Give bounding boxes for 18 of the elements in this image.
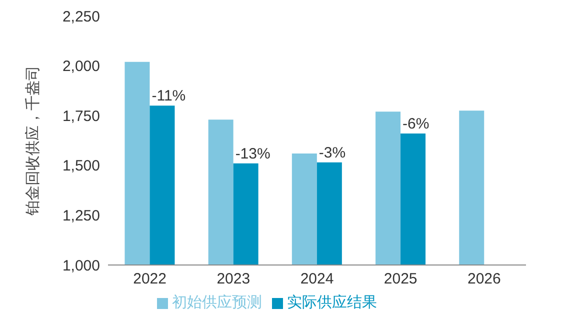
y-tick-label: 1,000 [62, 257, 100, 274]
y-tick-label: 1,500 [62, 158, 100, 175]
legend-label: 初始供应预测 [172, 294, 262, 311]
y-tick-label: 2,250 [62, 8, 100, 26]
x-tick-label: 2026 [468, 270, 501, 288]
x-tick-label: 2025 [384, 270, 418, 288]
y-axis-title: 铂金回收供应，千盎司 [24, 66, 42, 216]
y-tick-label: 2,000 [62, 58, 100, 76]
x-tick-label: 2023 [216, 270, 250, 288]
annotation: -11% [152, 88, 186, 105]
legend-label: 实际供应结果 [287, 294, 377, 311]
annotation: -13% [235, 145, 270, 162]
annotation: -3% [318, 144, 346, 162]
x-tick-label: 2022 [133, 270, 166, 288]
annotation: -6% [402, 116, 430, 133]
x-tick-label: 2024 [300, 270, 334, 288]
y-tick-label: 1,250 [62, 208, 100, 225]
y-tick-label: 1,750 [62, 108, 100, 125]
